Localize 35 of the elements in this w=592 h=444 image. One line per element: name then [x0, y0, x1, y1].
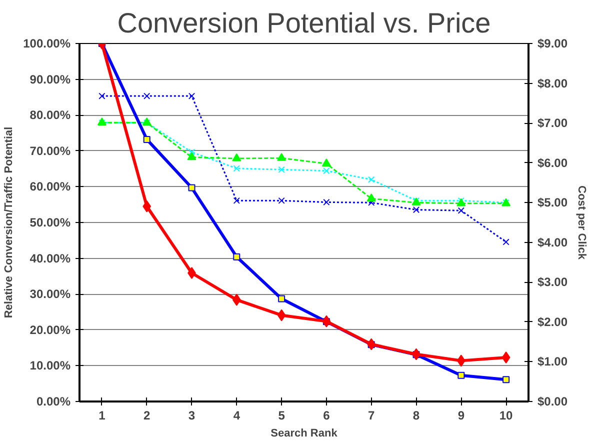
y-tick-label: 90.00%: [30, 72, 71, 86]
y-tick-label: 70.00%: [30, 144, 71, 158]
y-tick-label: 10.00%: [30, 358, 71, 373]
y-tick-label: 60.00%: [30, 180, 71, 194]
x-tick-label: 5: [278, 408, 286, 422]
y2-tick-label: $3.00: [538, 275, 568, 290]
y-tick-label: 40.00%: [30, 251, 71, 266]
x-tick-label: 2: [144, 408, 151, 422]
y-tick-label: 50.00%: [30, 216, 71, 230]
y2-tick-label: $2.00: [538, 314, 568, 329]
x-tick-label: 3: [188, 408, 196, 422]
y-tick-label: 100.00%: [23, 36, 71, 50]
y-axis-title: Relative Conversion/Traffic Potential: [3, 126, 16, 318]
y2-tick-label: $6.00: [538, 156, 568, 170]
x-tick-label: 4: [233, 408, 240, 422]
y2-tick-label: $8.00: [538, 76, 568, 90]
x-tick-label: 10: [499, 408, 514, 422]
chart-title: Conversion Potential vs. Price: [117, 8, 491, 38]
x-tick-label: 9: [458, 408, 465, 422]
y2-axis-title: Cost per Click: [576, 186, 588, 260]
y-tick-label: 30.00%: [30, 287, 71, 302]
y-tick-label: 0.00%: [36, 394, 71, 408]
y2-tick-label: $7.00: [538, 116, 568, 130]
x-tick-label: 8: [412, 408, 420, 422]
x-tick-label: 6: [323, 408, 330, 422]
y2-tick-label: $4.00: [538, 235, 568, 250]
x-tick-label: 1: [98, 408, 106, 422]
x-tick-label: 7: [368, 408, 376, 422]
y2-tick-label: $1.00: [538, 354, 568, 369]
y-tick-label: 80.00%: [30, 108, 71, 122]
y2-tick-label: $9.00: [538, 36, 568, 50]
x-axis-title: Search Rank: [270, 428, 338, 440]
y-tick-label: 20.00%: [30, 322, 71, 337]
y2-tick-label: $5.00: [538, 196, 568, 210]
y2-tick-label: $0.00: [538, 394, 568, 408]
